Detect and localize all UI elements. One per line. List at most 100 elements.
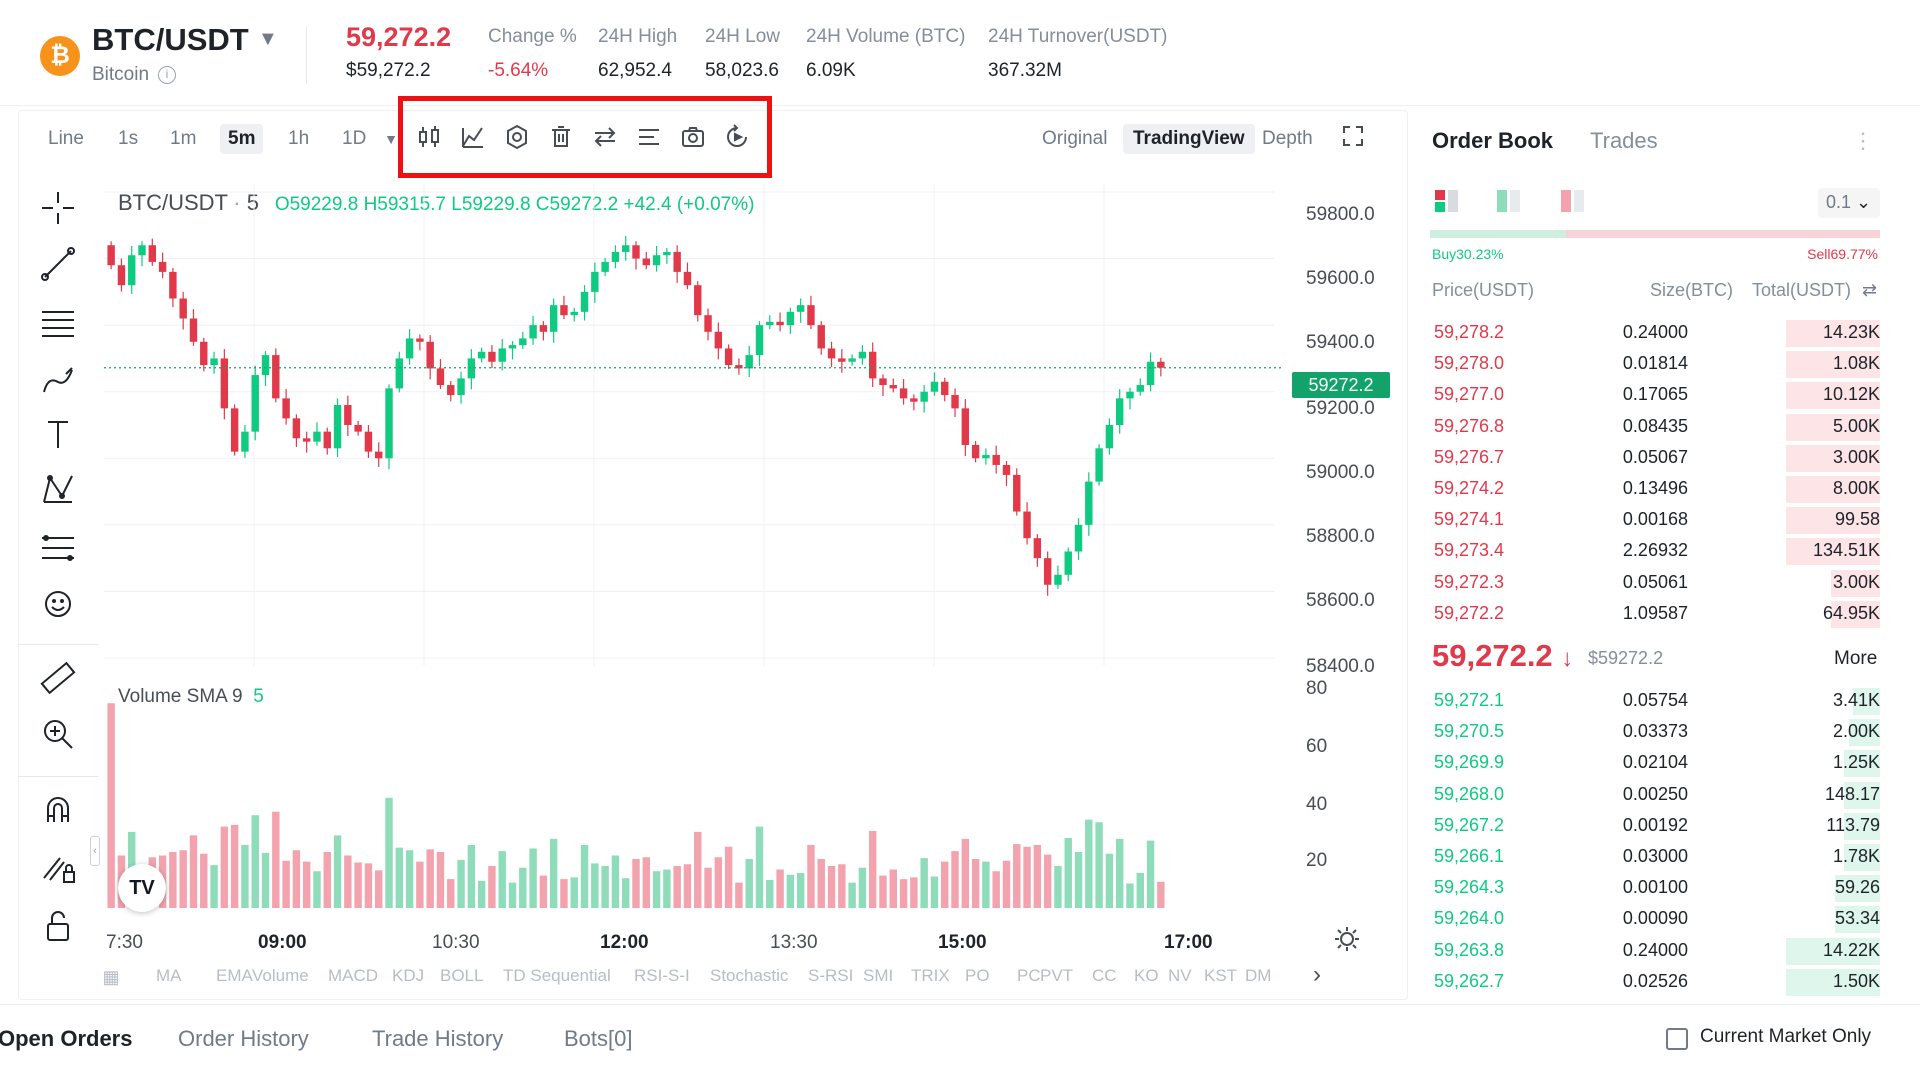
ask-row[interactable]: 59,272.2 1.09587 64.95K (1430, 599, 1880, 630)
view-original[interactable]: Original (1042, 128, 1108, 149)
unlock-icon[interactable] (38, 908, 78, 948)
indicator-kdj[interactable]: KDJ (392, 966, 425, 985)
indicator-trix[interactable]: TRIX (911, 966, 950, 985)
indicator-rsi-s-i[interactable]: RSI-S-I (634, 966, 690, 985)
tab-order-history[interactable]: Order History (178, 1026, 309, 1051)
crosshair-icon[interactable] (38, 190, 78, 230)
bid-row[interactable]: 59,272.1 0.05754 3.41K (1430, 686, 1880, 717)
ask-row[interactable]: 59,277.0 0.17065 10.12K (1430, 380, 1880, 411)
ask-row[interactable]: 59,274.2 0.13496 8.00K (1430, 474, 1880, 505)
indicator-s-rsi[interactable]: S-RSI (808, 966, 854, 985)
list-icon[interactable] (634, 124, 664, 154)
bid-row[interactable]: 59,269.9 0.02104 1.25K (1430, 748, 1880, 779)
brush-icon[interactable] (38, 362, 78, 402)
timeframe-1d[interactable]: 1D (342, 128, 367, 149)
bid-row[interactable]: 59,268.0 0.00250 148.17 (1430, 780, 1880, 811)
view-tradingview[interactable]: TradingView (1123, 124, 1255, 154)
candle-type-icon[interactable] (414, 124, 444, 154)
settings-gear-icon[interactable] (502, 124, 532, 154)
bid-row[interactable]: 59,264.0 0.00090 53.34 (1430, 904, 1880, 935)
indicator-stochastic[interactable]: Stochastic (710, 966, 789, 985)
book-both-sides-icon[interactable] (1434, 188, 1460, 214)
indicator-kst[interactable]: KST (1204, 966, 1238, 985)
book-bids-only-icon[interactable] (1496, 188, 1522, 214)
indicator-ema[interactable]: EMA (216, 966, 253, 985)
replay-icon[interactable] (722, 124, 752, 154)
tab-trades[interactable]: Trades (1590, 128, 1658, 153)
bid-row[interactable]: 59,262.7 0.02526 1.50K (1430, 967, 1880, 998)
volume-chart[interactable] (104, 670, 1290, 920)
indicator-po[interactable]: PO (965, 966, 990, 985)
tab-open-orders[interactable]: Open Orders (0, 1026, 133, 1051)
more-link[interactable]: More (1834, 648, 1878, 669)
camera-icon[interactable] (678, 124, 708, 154)
horizontal-lines-icon[interactable] (38, 304, 78, 344)
volume-bar (899, 879, 908, 908)
indicator-ko[interactable]: KO (1134, 966, 1159, 985)
tab-bots[interactable]: Bots[0] (564, 1026, 633, 1051)
swap-arrows-icon[interactable] (590, 124, 620, 154)
x-tick: 09:00 (258, 932, 307, 953)
timeframe-dropdown-icon[interactable]: ▼ (384, 131, 398, 147)
pair-title[interactable]: BTC/USDT (92, 22, 249, 57)
indicator-smi[interactable]: SMI (863, 966, 894, 985)
zoom-in-icon[interactable] (38, 716, 78, 756)
emoji-icon[interactable] (38, 586, 78, 626)
book-asks-only-icon[interactable] (1560, 188, 1586, 214)
calendar-icon[interactable]: ▦ (102, 967, 120, 987)
bid-row[interactable]: 59,264.3 0.00100 59.26 (1430, 873, 1880, 904)
indicator-ma[interactable]: MA (156, 966, 182, 985)
chart-settings-icon[interactable] (1332, 926, 1362, 956)
fib-levels-icon[interactable] (38, 530, 78, 570)
timeframe-5m[interactable]: 5m (220, 124, 264, 154)
trend-line-icon[interactable] (38, 246, 78, 286)
candlestick-chart[interactable] (104, 184, 1290, 666)
ruler-icon[interactable] (38, 660, 78, 700)
indicator-boll[interactable]: BOLL (440, 966, 484, 985)
pattern-icon[interactable] (38, 472, 78, 512)
bid-row[interactable]: 59,267.2 0.00192 113.79 (1430, 811, 1880, 842)
indicator-cc[interactable]: CC (1092, 966, 1117, 985)
magnet-icon[interactable] (38, 792, 78, 832)
ask-row[interactable]: 59,274.1 0.00168 99.58 (1430, 505, 1880, 536)
bid-row[interactable]: 59,270.5 0.03373 2.00K (1430, 717, 1880, 748)
ask-row[interactable]: 59,278.2 0.24000 14.23K (1430, 318, 1880, 349)
ask-row[interactable]: 59,273.4 2.26932 134.51K (1430, 536, 1880, 567)
text-tool-icon[interactable] (38, 416, 78, 456)
info-icon[interactable]: i (158, 66, 176, 84)
precision-select[interactable]: 0.1 ⌄ (1818, 188, 1880, 218)
indicator-macd[interactable]: MACD (328, 966, 379, 985)
candle-body (158, 261, 167, 272)
indicator-pc[interactable]: PC (1017, 966, 1041, 985)
ask-row[interactable]: 59,276.7 0.05067 3.00K (1430, 443, 1880, 474)
view-depth[interactable]: Depth (1262, 128, 1313, 149)
bid-row[interactable]: 59,266.1 0.03000 1.78K (1430, 842, 1880, 873)
tradingview-logo-icon[interactable]: TV (118, 864, 166, 912)
bid-row[interactable]: 59,263.8 0.24000 14.22K (1430, 936, 1880, 967)
ask-row[interactable]: 59,276.8 0.08435 5.00K (1430, 412, 1880, 443)
collapse-sidebar-handle[interactable]: ‹ (90, 836, 100, 866)
indicators-icon[interactable] (458, 124, 488, 154)
trash-icon[interactable] (546, 124, 576, 154)
indicator-volume[interactable]: Volume (252, 966, 309, 985)
lock-drawing-icon[interactable] (38, 850, 78, 890)
indicator-dm[interactable]: DM (1245, 966, 1272, 985)
depth-bar (1785, 382, 1880, 410)
chevron-down-icon[interactable]: ▼ (258, 28, 278, 50)
ask-row[interactable]: 59,272.3 0.05061 3.00K (1430, 568, 1880, 599)
tab-trade-history[interactable]: Trade History (372, 1026, 504, 1051)
indicator-nv[interactable]: NV (1168, 966, 1192, 985)
current-market-only-checkbox[interactable] (1666, 1028, 1688, 1050)
timeframe-1m[interactable]: 1m (170, 128, 197, 149)
fullscreen-icon[interactable] (1338, 124, 1368, 154)
timeframe-1s[interactable]: 1s (118, 128, 139, 149)
more-options-icon[interactable]: ⋮ (1852, 128, 1874, 153)
timeframe-line[interactable]: Line (48, 128, 84, 149)
indicator-td-sequential[interactable]: TD Sequential (503, 966, 611, 985)
swap-unit-icon[interactable]: ⇄ (1862, 280, 1878, 300)
ask-row[interactable]: 59,278.0 0.01814 1.08K (1430, 349, 1880, 380)
timeframe-1h[interactable]: 1h (288, 128, 310, 149)
chevron-right-icon[interactable]: › (1313, 961, 1321, 988)
tab-order-book[interactable]: Order Book (1432, 128, 1554, 153)
indicator-pvt[interactable]: PVT (1040, 966, 1074, 985)
